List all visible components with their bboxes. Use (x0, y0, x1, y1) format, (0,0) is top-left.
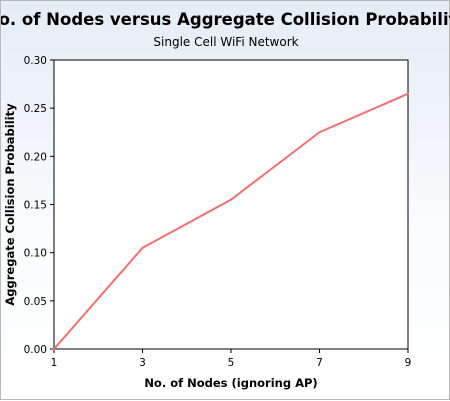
data-point (230, 198, 232, 201)
data-point (407, 92, 409, 95)
y-axis: 0.00 0.05 0.10 0.15 0.20 0.25 0.30 (24, 55, 54, 356)
y-axis-label: Aggregate Collision Probability (3, 103, 17, 306)
chart-title: No. of Nodes versus Aggregate Collision … (1, 10, 450, 29)
data-point (318, 131, 321, 134)
x-axis-label: No. of Nodes (ignoring AP) (144, 376, 317, 390)
plot-area (53, 59, 409, 350)
y-tick-label: 0.15 (24, 200, 47, 212)
y-tick-label: 0.00 (24, 344, 47, 356)
x-axis: 1 3 5 7 9 (51, 349, 412, 369)
x-tick-label: 9 (405, 357, 412, 369)
x-tick-label: 5 (228, 357, 235, 369)
x-tick-label: 7 (316, 357, 323, 369)
x-tick-label: 3 (139, 357, 146, 369)
data-point (53, 348, 55, 350)
y-tick-label: 0.20 (24, 151, 47, 163)
y-tick-label: 0.25 (24, 103, 47, 115)
y-tick-label: 0.10 (24, 248, 47, 260)
chart-subtitle: Single Cell WiFi Network (153, 35, 298, 49)
data-point (141, 246, 144, 249)
y-tick-label: 0.05 (24, 296, 47, 308)
y-tick-label: 0.30 (24, 55, 47, 67)
x-tick-label: 1 (51, 357, 58, 369)
series-group (53, 92, 409, 350)
